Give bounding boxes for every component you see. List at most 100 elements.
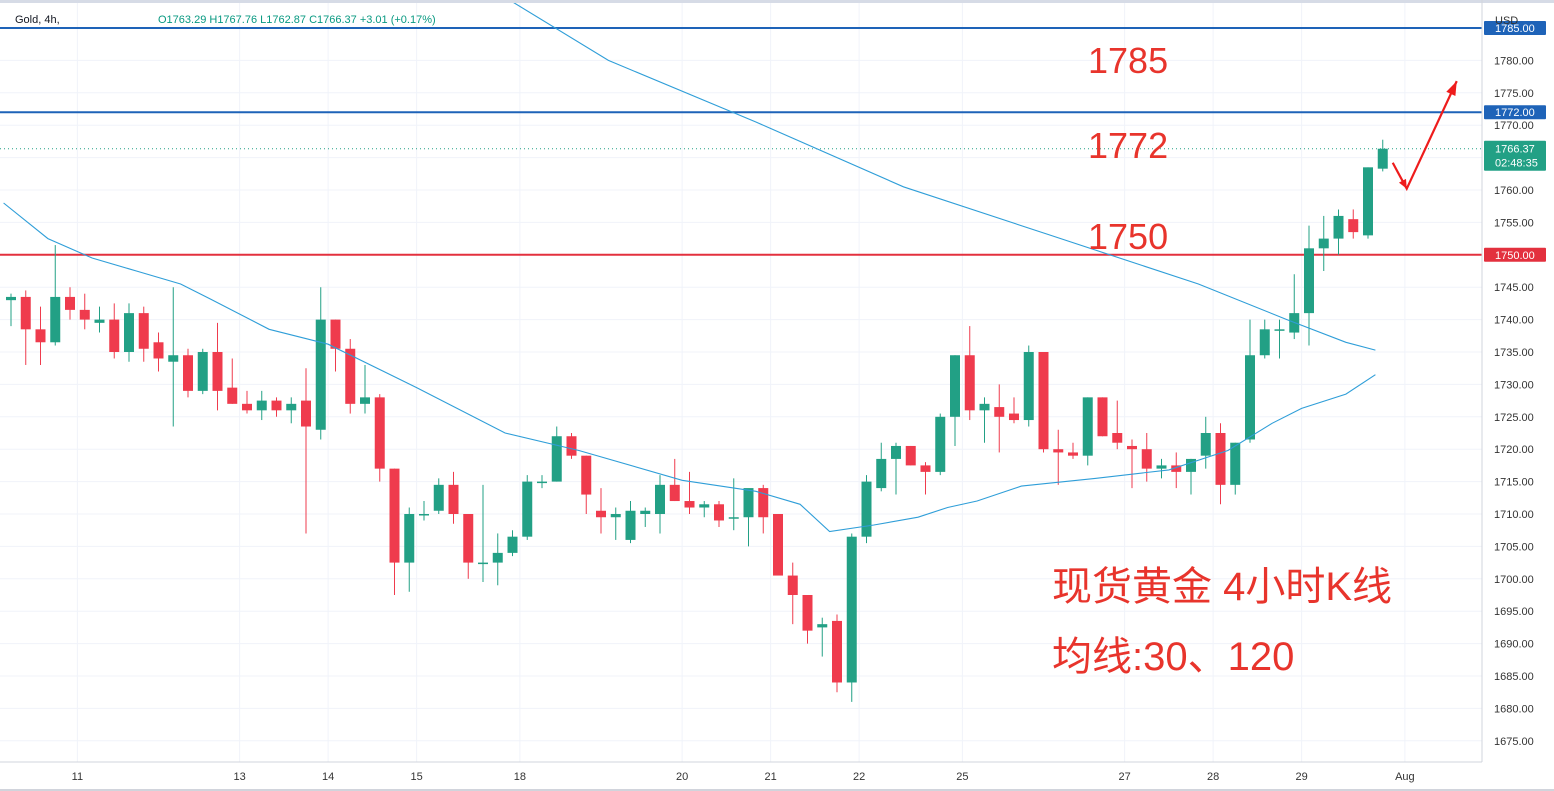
candle-up [492,552,503,563]
price-badge-label: 1772.00 [1495,107,1535,119]
x-tick-label: 13 [234,771,246,783]
candle-up [610,514,621,518]
x-tick-label: 18 [514,771,526,783]
y-tick-label: 1715.00 [1494,477,1534,489]
candle-up [1156,465,1167,469]
candle-down [964,355,975,411]
candle-up [1082,397,1093,456]
candle-down [1068,452,1078,456]
y-tick-label: 1685.00 [1494,671,1534,683]
price-badges: 1785.00 1772.00 1750.00 1766.37 02:48:35 [1484,21,1546,262]
candle-down [183,355,193,391]
candle-up [950,355,960,417]
candle-up [1363,167,1373,236]
candle-up [286,403,297,411]
last-price-badge [1484,140,1546,171]
currency-label: USD [1495,15,1519,27]
candle-down [271,400,282,411]
candle-down [1053,449,1064,453]
candle-down [1112,433,1123,443]
candle-up [1200,433,1211,456]
candle-up [404,514,415,563]
forecast-arrow-line [1391,80,1458,192]
moving-averages [3,0,1376,533]
candle-up [1259,329,1270,356]
candle-down [1127,445,1137,450]
candle-down [802,595,813,631]
candle-down [345,348,356,404]
annotation-title: 现货黄金 4小时K线 [1052,565,1393,609]
candles [6,139,1388,702]
y-tick-label: 1695.00 [1494,606,1534,618]
candle-down [1097,397,1108,437]
candle-up [537,481,547,484]
symbol-label: Gold, 4h, [15,14,60,26]
candle-down [920,465,931,472]
last-price-value: 1766.37 [1495,144,1535,156]
candle-down [212,352,223,391]
forecast-arrow [1391,80,1458,192]
candle-up [168,355,179,362]
y-tick-label: 1675.00 [1494,736,1534,748]
candle-down [389,468,400,563]
candle-up [743,488,754,518]
y-tick-label: 1745.00 [1494,282,1534,294]
candle-down [596,510,606,518]
annotation-1750: 1750 [1088,216,1169,257]
candle-down [1141,449,1152,469]
candle-down [374,397,385,469]
candle-up [817,624,828,628]
candle-up [625,510,636,540]
candle-down [153,342,164,359]
candle-up [478,562,488,565]
candle-up [1186,458,1196,472]
x-tick-label: Aug [1395,771,1415,783]
annotation-ma-note: 均线:30、120 [1052,635,1295,679]
candle-up [1230,442,1241,485]
candle-up [891,445,901,459]
candle-up [655,484,665,514]
candle-up [699,504,710,508]
candle-up [846,536,857,683]
annotation-1772: 1772 [1088,125,1169,166]
candle-down [1348,219,1359,233]
y-tick-label: 1690.00 [1494,639,1534,651]
candle-up [6,296,16,301]
annotation-1785: 1785 [1088,40,1169,81]
y-tick-label: 1720.00 [1494,444,1534,456]
candle-up [522,481,533,537]
candle-up [979,403,990,411]
candle-down [684,501,695,508]
candle-down [20,296,31,330]
x-tick-label: 29 [1296,771,1308,783]
candle-up [1023,352,1034,421]
forecast-arrow-head [1446,81,1457,96]
price-badge-1785 [1484,21,1546,35]
candle-down [463,514,474,563]
candle-up [124,313,134,352]
candle-down [994,407,1005,417]
candle-up [551,436,562,482]
candle-down [1215,433,1226,485]
x-tick-label: 11 [72,771,83,783]
candle-down [758,488,769,518]
candle-up [1245,355,1255,440]
candle-down [905,445,916,466]
candle-down [1038,352,1049,450]
candle-up [94,319,105,323]
y-tick-label: 1755.00 [1494,217,1534,229]
candle-down [79,309,90,320]
x-tick-label: 25 [956,771,968,783]
candle-up [640,510,651,514]
candle-down [566,436,577,456]
candle-down [242,403,252,411]
y-tick-label: 1740.00 [1494,315,1534,327]
y-tick-label: 1680.00 [1494,703,1534,715]
candle-down [301,400,311,427]
price-badge-1750 [1484,247,1546,262]
x-tick-label: 14 [322,771,334,783]
horizontal-levels [0,27,1482,256]
x-tick-label: 27 [1119,771,1131,783]
candle-down [1171,465,1182,472]
